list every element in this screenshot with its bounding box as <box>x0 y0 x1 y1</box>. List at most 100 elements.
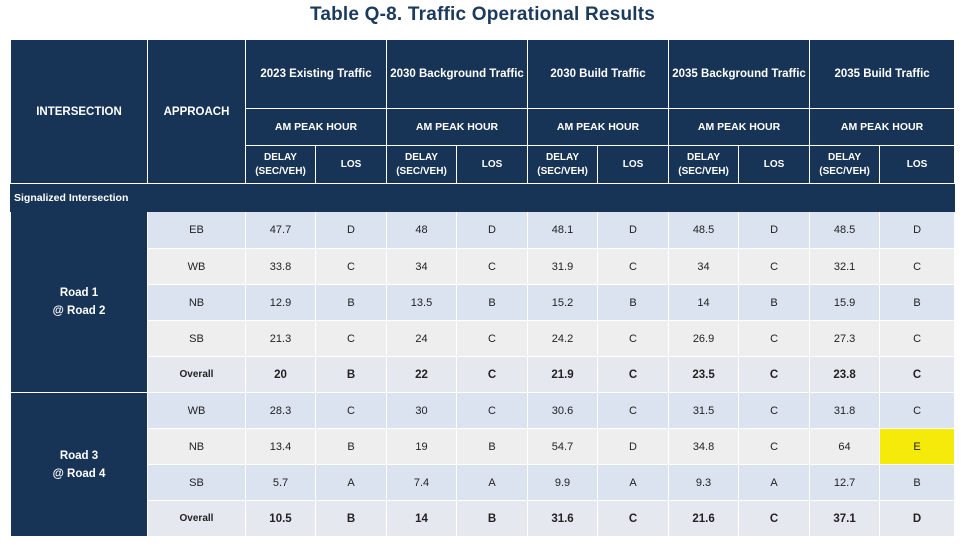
delay-cell: 24 <box>386 320 457 357</box>
los-cell: C <box>597 392 670 429</box>
approach-cell: Overall <box>147 500 246 537</box>
los-header: LOS <box>455 145 529 184</box>
scenario-header: 2030 Build Traffic <box>527 39 670 109</box>
delay-cell: 34 <box>668 248 740 285</box>
los-cell: C <box>738 248 811 285</box>
los-header: LOS <box>879 145 956 184</box>
los-cell: C <box>315 392 387 429</box>
los-cell: D <box>879 500 956 537</box>
los-cell: D <box>879 211 956 249</box>
los-cell: C <box>738 356 811 393</box>
delay-cell: 15.2 <box>527 284 599 321</box>
los-cell: C <box>597 248 670 285</box>
los-cell: D <box>597 428 670 465</box>
intersection-name: Road 3 @ Road 4 <box>10 392 148 537</box>
delay-cell: 30.6 <box>527 392 599 429</box>
intersection-name-line2: @ Road 4 <box>52 467 106 480</box>
los-cell: D <box>315 211 387 249</box>
intersection-header: INTERSECTION <box>10 39 148 184</box>
scenario-header: 2035 Background Traffic <box>668 39 811 109</box>
delay-cell: 48.5 <box>809 211 881 249</box>
scenario-header: 2023 Existing Traffic <box>245 39 387 109</box>
los-cell: C <box>597 500 670 537</box>
scenario-header: 2030 Background Traffic <box>385 39 529 109</box>
delay-cell: 20 <box>245 356 316 393</box>
los-cell: B <box>879 464 956 501</box>
los-cell: C <box>455 356 529 393</box>
delay-cell: 21.3 <box>245 320 316 357</box>
delay-cell: 15.9 <box>809 284 881 321</box>
table-row: SB 21.3 C 24 C 24.2 C 26.9 C 27.3 C <box>11 320 956 357</box>
delay-cell: 19 <box>386 428 457 465</box>
approach-cell: SB <box>147 464 246 501</box>
intersection-name: Road 1 @ Road 2 <box>10 211 148 393</box>
los-cell: C <box>315 320 387 357</box>
approach-cell: Overall <box>147 356 246 393</box>
table-row: NB 13.4 B 19 B 54.7 D 34.8 C 64 E <box>11 428 956 465</box>
approach-header: APPROACH <box>147 39 246 184</box>
los-cell: D <box>738 211 811 249</box>
table-row: Overall 10.5 B 14 B 31.6 C 21.6 C 37.1 D <box>11 500 956 537</box>
delay-cell: 33.8 <box>245 248 316 285</box>
table-row: NB 12.9 B 13.5 B 15.2 B 14 B 15.9 B <box>11 284 956 321</box>
delay-cell: 31.9 <box>527 248 599 285</box>
delay-cell: 27.3 <box>809 320 881 357</box>
delay-header: DELAY (SEC/VEH) <box>245 145 316 184</box>
delay-header-line1: DELAY <box>828 151 862 163</box>
los-cell: C <box>879 320 956 357</box>
los-cell: A <box>315 464 387 501</box>
delay-header: DELAY (SEC/VEH) <box>809 145 881 184</box>
delay-cell: 54.7 <box>527 428 599 465</box>
los-cell: C <box>738 320 811 357</box>
delay-header-line2: (SEC/VEH) <box>396 165 447 177</box>
delay-header-line1: DELAY <box>546 151 579 163</box>
peak-hour-header: AM PEAK HOUR <box>809 108 956 146</box>
los-cell: C <box>597 320 670 357</box>
los-cell: B <box>597 284 670 321</box>
delay-cell: 13.5 <box>386 284 457 321</box>
los-header: LOS <box>597 145 670 184</box>
delay-header: DELAY (SEC/VEH) <box>386 145 457 184</box>
approach-cell: WB <box>147 392 246 429</box>
los-cell: B <box>738 284 811 321</box>
los-cell: B <box>455 500 529 537</box>
table-title: Table Q-8. Traffic Operational Results <box>309 4 656 25</box>
delay-cell: 23.5 <box>668 356 740 393</box>
los-cell: C <box>738 428 811 465</box>
delay-cell: 64 <box>809 428 881 465</box>
los-cell: B <box>455 428 529 465</box>
delay-header: DELAY (SEC/VEH) <box>527 145 599 184</box>
delay-cell: 10.5 <box>245 500 316 537</box>
approach-cell: WB <box>147 248 246 285</box>
table-row: SB 5.7 A 7.4 A 9.9 A 9.3 A 12.7 B <box>11 464 956 501</box>
los-cell: C <box>879 248 956 285</box>
delay-cell: 12.7 <box>809 464 881 501</box>
delay-cell: 32.1 <box>809 248 881 285</box>
delay-cell: 48 <box>386 211 457 249</box>
delay-header-line2: (SEC/VEH) <box>255 165 306 177</box>
delay-cell: 7.4 <box>386 464 457 501</box>
los-cell: A <box>597 464 670 501</box>
los-cell: D <box>455 211 529 249</box>
los-cell: C <box>315 248 387 285</box>
delay-header-line1: DELAY <box>264 151 297 163</box>
section-label: Signalized Intersection <box>9 183 956 212</box>
traffic-results-table: INTERSECTION APPROACH 2023 Existing Traf… <box>9 39 956 537</box>
delay-header-line2: (SEC/VEH) <box>819 165 870 177</box>
delay-cell: 37.1 <box>809 500 881 537</box>
los-cell: C <box>738 500 811 537</box>
peak-hour-header: AM PEAK HOUR <box>245 108 387 146</box>
table-row: Overall 20 B 22 C 21.9 C 23.5 C 23.8 C <box>11 356 956 393</box>
los-cell: A <box>738 464 811 501</box>
delay-cell: 21.6 <box>668 500 740 537</box>
delay-cell: 21.9 <box>527 356 599 393</box>
los-header: LOS <box>315 145 387 184</box>
delay-cell: 22 <box>386 356 457 393</box>
delay-cell: 24.2 <box>527 320 599 357</box>
los-cell: A <box>455 464 529 501</box>
peak-hour-header: AM PEAK HOUR <box>668 108 811 146</box>
los-cell: C <box>879 392 956 429</box>
intersection-name-line2: @ Road 2 <box>52 305 106 317</box>
delay-cell: 47.7 <box>245 211 316 249</box>
intersection-name-line1: Road 1 <box>59 287 99 299</box>
